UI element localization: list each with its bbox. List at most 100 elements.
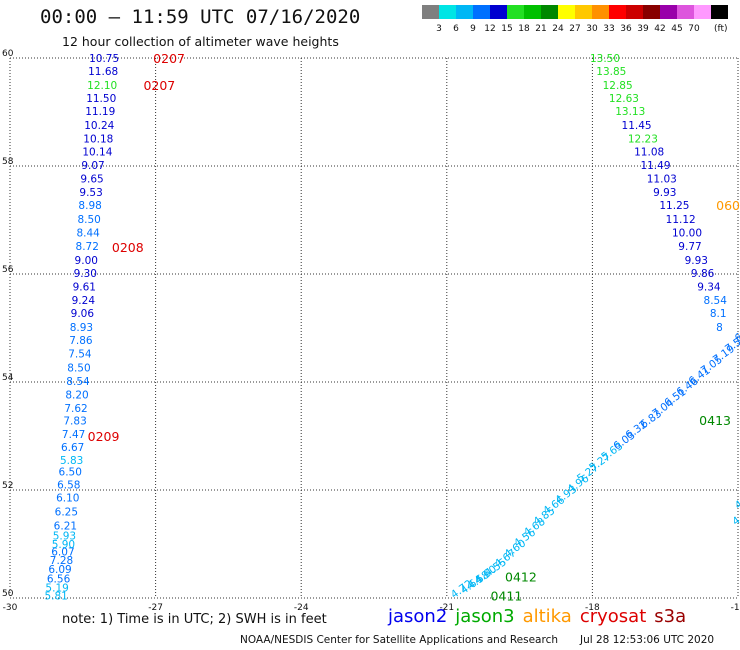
wave-height-point: 9.24 <box>72 295 96 307</box>
legend-item: altika <box>522 606 572 627</box>
wave-height-point: 10.75 <box>89 53 119 65</box>
wave-height-point: 7.54 <box>68 348 92 360</box>
y-tick-label: 58 <box>2 157 14 167</box>
wave-height-point: 8.44 <box>76 227 100 239</box>
wave-height-point: 8.50 <box>77 214 100 226</box>
wave-height-point: 9.07 <box>81 160 104 172</box>
wave-height-point: 13.13 <box>615 106 645 118</box>
wave-height-point: 11.50 <box>86 93 116 105</box>
wave-height-point: 6.07 <box>51 547 74 559</box>
wave-height-point: 6.67 <box>61 442 84 454</box>
wave-height-point: 5.19 <box>45 583 68 595</box>
wave-height-point: 11.12 <box>666 214 696 226</box>
wave-height-point: 9.93 <box>653 187 676 199</box>
scale-label: 9 <box>470 24 476 34</box>
wave-height-point: 5.81 <box>44 590 67 602</box>
wave-height-point: 8.54 <box>66 376 90 388</box>
wave-height-point: 12.23 <box>628 133 658 145</box>
wave-height-point: 10.24 <box>84 120 114 132</box>
scale-swatch <box>592 5 609 19</box>
scale-swatch <box>643 5 660 19</box>
wave-height-point: 5.93 <box>53 530 76 542</box>
wave-height-point: 12.10 <box>87 80 117 92</box>
wave-height-point: 13.50 <box>590 53 620 65</box>
scale-swatch <box>694 5 711 19</box>
scale-swatch <box>558 5 575 19</box>
x-tick-label: -27 <box>148 603 163 613</box>
wave-height-point: 9.53 <box>79 187 102 199</box>
legend-item: cryosat <box>579 606 647 627</box>
scale-swatch <box>473 5 490 19</box>
wave-height-point: 11.03 <box>647 173 677 185</box>
scale-swatch <box>541 5 558 19</box>
legend-item: jason3 <box>455 606 515 627</box>
wave-height-point: 11.68 <box>88 66 118 78</box>
scale-label: 18 <box>518 24 530 34</box>
scale-label: 33 <box>603 24 614 34</box>
x-tick-label: -18 <box>585 603 600 613</box>
wave-height-point: 8 <box>716 322 723 334</box>
wave-height-point: 10.18 <box>83 133 113 145</box>
wave-height-point: 12.63 <box>609 93 639 105</box>
wave-height-point: 8.72 <box>76 241 99 253</box>
axis-ticks: -30 -27 -24 -21 -18 -15 50 52 54 56 58 60 <box>2 49 740 613</box>
y-tick-label: 52 <box>2 481 13 491</box>
scale-label: 30 <box>586 24 598 34</box>
scale-label: 42 <box>654 24 665 34</box>
scale-label: 45 <box>671 24 682 34</box>
wave-height-point: 5.90 <box>52 539 75 551</box>
scale-swatch <box>439 5 456 19</box>
wave-height-point: 8.1 <box>710 308 727 320</box>
data-points: 5.815.196.566.097.286.075.905.936.21 6.25… <box>44 51 740 603</box>
scale-swatch <box>422 5 439 19</box>
scale-label: 24 <box>552 24 564 34</box>
wave-height-point: 9.30 <box>74 268 97 280</box>
scale-label: 21 <box>535 24 546 34</box>
wave-height-point: 6.8 <box>733 325 740 344</box>
wave-height-point: 6.56 <box>47 574 71 586</box>
scale-swatch <box>626 5 643 19</box>
scale-swatch <box>456 5 473 19</box>
wave-height-point: 4 <box>733 498 740 512</box>
scale-swatch <box>507 5 524 19</box>
wave-height-point: 11.49 <box>640 160 670 172</box>
scale-swatch <box>575 5 592 19</box>
time-label: 0411 <box>490 588 522 603</box>
wave-height-point: 10.00 <box>672 227 702 239</box>
satellite-legend: jason2 jason3 altika cryosat s3a <box>388 606 694 627</box>
x-tick-label: -30 <box>3 603 18 613</box>
scale-unit: (ft) <box>714 24 728 34</box>
wave-height-point: 9.00 <box>75 255 98 267</box>
wave-height-point: 9.86 <box>691 268 715 280</box>
y-tick-label: 60 <box>2 49 14 59</box>
time-label: 0413 <box>699 413 731 428</box>
wave-height-point: 8.50 <box>67 362 90 374</box>
color-scale: 3 6 9 12 15 18 21 24 27 30 33 36 39 42 45 70 (ft) <box>422 5 728 34</box>
scale-swatch <box>490 5 507 19</box>
wave-height-point: 6.50 <box>59 467 82 479</box>
page-subtitle: 12 hour collection of altimeter wave hei… <box>62 34 339 49</box>
wave-height-point: 6.58 <box>57 480 80 492</box>
wave-height-point: 9.06 <box>71 308 95 320</box>
wave-height-point: 8.93 <box>70 322 93 334</box>
wave-height-point: 8.98 <box>78 200 101 212</box>
scale-label: 6 <box>453 24 459 34</box>
time-label: 0412 <box>505 569 537 584</box>
x-tick-label: -15 <box>731 603 740 613</box>
wave-height-point: 11.08 <box>634 146 664 158</box>
scale-label: 27 <box>569 24 580 34</box>
wave-height-point: 7.83 <box>63 415 86 427</box>
wave-height-point: 7.62 <box>64 403 87 415</box>
scale-swatch <box>660 5 677 19</box>
scale-swatch <box>609 5 626 19</box>
wave-height-point: 11.19 <box>85 106 115 118</box>
wave-height-point: 9.93 <box>685 255 708 267</box>
wave-height-point: 6.09 <box>48 564 71 576</box>
scale-label: 3 <box>436 24 442 34</box>
time-label: 0207 <box>153 51 185 66</box>
wave-height-point: 6.10 <box>56 493 79 505</box>
wave-height-point: 5.83 <box>60 455 83 467</box>
timestamp: Jul 28 12:53:06 UTC 2020 <box>580 634 715 646</box>
legend-item: s3a <box>654 606 687 627</box>
